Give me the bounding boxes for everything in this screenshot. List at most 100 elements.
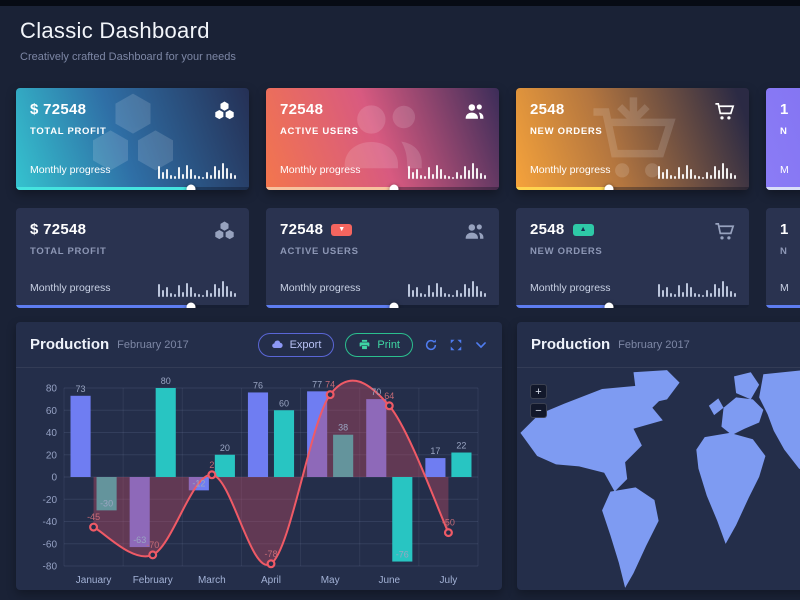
production-chart-panel: Production February 2017 Export Print [16,322,502,590]
slider-knob[interactable] [389,184,399,190]
progress-label: M [780,282,789,294]
stat-label: ACTIVE USERS [280,126,359,137]
panel-header: Production February 2017 [517,322,800,368]
stat-cards-gradient-row: $ 72548 TOTAL PROFIT Monthly progress 72… [16,88,800,190]
stat-card-active-users-gradient: 72548 ACTIVE USERS Monthly progress [266,88,499,190]
progress-label: M [780,164,789,176]
progress-label: Monthly progress [30,164,111,176]
svg-text:May: May [321,575,340,586]
map-zoom-controls: + − [530,384,547,418]
svg-text:0: 0 [51,473,57,484]
page-title: Classic Dashboard [20,18,210,43]
stat-value: $ 72548 [30,101,87,118]
progress-slider[interactable] [516,302,749,308]
stat-card-total-profit: $ 72548 TOTAL PROFIT Monthly progress [16,208,249,308]
progress-slider[interactable] [766,187,800,190]
stat-value: 72548 [280,101,324,118]
expand-icon[interactable] [449,338,463,352]
svg-text:March: March [198,575,226,586]
svg-text:January: January [76,575,112,586]
svg-text:80: 80 [46,384,58,395]
sparkline [408,161,486,179]
stat-label: NEW ORDERS [530,246,603,257]
cloud-icon [271,340,283,349]
slider-knob[interactable] [604,302,614,308]
svg-text:February: February [133,575,173,586]
progress-slider[interactable] [766,305,800,308]
progress-slider[interactable] [266,184,499,190]
zoom-in-button[interactable]: + [530,384,547,399]
panel-title: Production [531,336,611,353]
stat-value: 1 [780,101,789,118]
svg-text:July: July [440,575,458,586]
world-map[interactable]: + − [517,368,800,590]
progress-label: Monthly progress [280,164,361,176]
chevron-down-icon[interactable] [474,338,488,352]
stat-label: ACTIVE USERS [280,246,359,257]
cart-icon [713,100,736,123]
svg-text:74: 74 [325,380,335,390]
svg-text:76: 76 [253,380,263,390]
cart-download-watermark-icon [583,88,683,187]
progress-slider[interactable] [16,302,249,308]
users-icon [463,220,486,243]
svg-text:2: 2 [209,460,214,470]
refresh-icon[interactable] [424,338,438,352]
printer-icon [360,339,370,350]
print-button[interactable]: Print [345,332,413,357]
svg-text:38: 38 [338,423,348,433]
continent-greenland [633,370,680,404]
users-watermark-icon [333,88,433,187]
production-bar-line-chart[interactable]: 80 60 40 20 0 -20 -40 -60 -80 73 -63 -12 76 77 70 17 -30… [30,376,488,590]
print-label: Print [377,338,400,351]
stat-label: N [780,246,788,257]
cart-icon [713,220,736,243]
svg-text:June: June [378,575,400,586]
slider-knob[interactable] [604,184,614,190]
slider-knob[interactable] [186,184,196,190]
continent-africa [696,432,766,544]
svg-text:64: 64 [384,391,394,401]
stat-label: TOTAL PROFIT [30,246,107,257]
panel-subtitle: February 2017 [117,338,189,351]
stat-card-new-orders-gradient: 2548 NEW ORDERS Monthly progress [516,88,749,190]
slider-knob[interactable] [389,302,399,308]
top-strip [0,0,800,6]
stat-card-clipped-gradient: 1 N M [766,88,800,190]
svg-text:-12: -12 [192,478,205,488]
svg-text:-76: -76 [396,550,409,560]
sparkline [408,279,486,297]
trend-down-badge: ▼ [331,223,353,236]
world-map-svg[interactable] [517,368,800,590]
stat-card-total-profit-gradient: $ 72548 TOTAL PROFIT Monthly progress [16,88,249,190]
progress-slider[interactable] [266,302,499,308]
svg-text:22: 22 [456,441,466,451]
cubes-watermark-icon [83,88,183,187]
progress-slider[interactable] [516,184,749,190]
slider-knob[interactable] [186,302,196,308]
sparkline [658,279,736,297]
svg-text:-80: -80 [43,562,58,573]
svg-text:April: April [261,575,281,586]
continent-asia [759,370,800,470]
progress-slider[interactable] [16,184,249,190]
cubes-icon [213,220,236,243]
export-button[interactable]: Export [257,332,335,357]
svg-text:77: 77 [312,379,322,389]
stat-value: 1 [780,221,789,238]
sparkline [158,279,236,297]
panel-actions: Export Print [257,332,488,357]
page-subtitle: Creatively crafted Dashboard for your ne… [20,51,236,63]
continent-north-america [520,384,665,492]
stat-value: $ 72548 [30,221,87,238]
panel-subtitle: February 2017 [618,338,690,351]
export-label: Export [289,338,322,351]
svg-text:17: 17 [430,446,440,456]
svg-text:20: 20 [220,443,230,453]
continent-south-america [602,487,659,588]
stat-value: 2548 [530,221,565,238]
zoom-out-button[interactable]: − [530,403,547,418]
progress-label: Monthly progress [530,282,611,294]
continent-europe [721,397,764,436]
